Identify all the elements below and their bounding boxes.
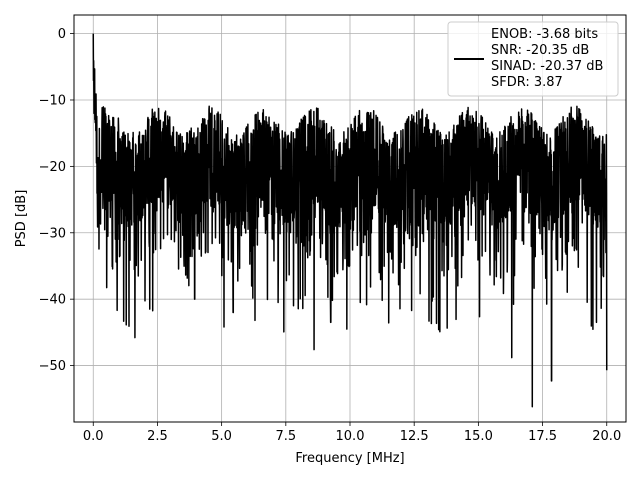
x-tick-label: 5.0 — [211, 429, 232, 444]
y-tick-label: −50 — [39, 359, 66, 374]
legend-label-line: SNR: -20.35 dB — [491, 43, 589, 58]
legend-label-line: ENOB: -3.68 bits — [491, 27, 598, 42]
legend-label-line: SINAD: -20.37 dB — [491, 59, 603, 74]
x-tick-label: 0.0 — [83, 429, 104, 444]
y-tick-label: −30 — [39, 226, 66, 241]
x-tick-label: 2.5 — [147, 429, 168, 444]
y-tick-label: 0 — [58, 27, 66, 42]
y-axis-label: PSD [dB] — [14, 190, 29, 248]
x-tick-label: 7.5 — [275, 429, 296, 444]
y-axis-ticks: 0 −10 −20 −30 −40 −50 — [39, 27, 74, 374]
x-tick-label: 15.0 — [464, 429, 493, 444]
x-axis-label: Frequency [MHz] — [295, 451, 404, 466]
psd-series-line — [92, 33, 608, 408]
x-tick-label: 10.0 — [336, 429, 365, 444]
x-tick-label: 20.0 — [592, 429, 621, 444]
legend-box — [447, 21, 619, 97]
y-tick-label: −20 — [39, 160, 66, 175]
y-tick-label: −10 — [39, 93, 66, 108]
x-tick-label: 12.5 — [400, 429, 429, 444]
y-tick-label: −40 — [39, 293, 66, 308]
legend-label-line: SFDR: 3.87 — [491, 75, 563, 90]
x-tick-label: 17.5 — [528, 429, 557, 444]
series-layer — [92, 33, 608, 408]
x-axis-ticks: 0.0 2.5 5.0 7.5 10.0 12.5 15.0 17.5 20.0 — [83, 422, 621, 444]
